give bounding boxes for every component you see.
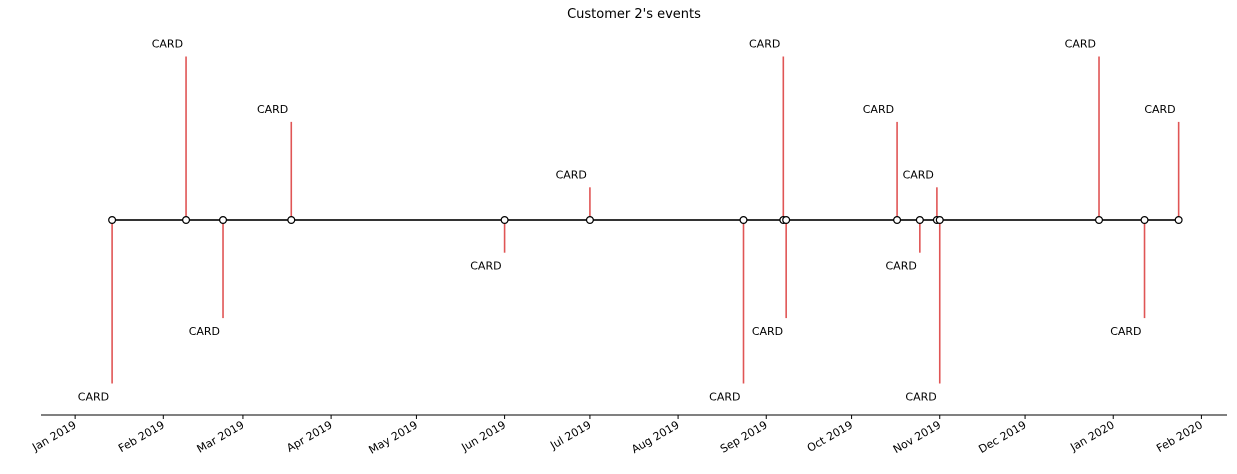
event-marker	[1095, 216, 1104, 225]
x-tick-label: Mar 2019	[195, 418, 247, 455]
x-tick-label: Aug 2019	[629, 418, 681, 456]
x-axis-ticks: Jan 2019 Feb 2019 Mar 2019 Apr 2019 May 2019…	[29, 415, 1205, 457]
event-stems	[111, 56, 1180, 384]
event-marker	[500, 216, 509, 225]
event-label: CARD	[749, 38, 780, 51]
event-labels: CARD CARD CARD CARD CARD CARD CARD CARD CARD CARD…	[78, 38, 1176, 404]
event-marker	[108, 216, 117, 225]
event-label: CARD	[556, 168, 587, 181]
event-label: CARD	[905, 391, 936, 404]
event-label: CARD	[863, 103, 894, 116]
event-label: CARD	[78, 391, 109, 404]
x-tick-label: Feb 2020	[1154, 418, 1205, 455]
x-tick-label: Nov 2019	[891, 418, 943, 456]
event-label: CARD	[470, 260, 501, 273]
event-label: CARD	[903, 168, 934, 181]
x-tick-label: May 2019	[366, 418, 419, 456]
event-label: CARD	[752, 325, 783, 338]
x-tick-label: Apr 2019	[284, 418, 334, 455]
x-tick-label: Jan 2019	[29, 418, 78, 454]
event-marker	[915, 216, 924, 225]
event-marker	[893, 216, 902, 225]
x-tick-label: Jan 2020	[1067, 418, 1116, 454]
chart-title: Customer 2's events	[567, 7, 701, 22]
x-tick-label: Jun 2019	[459, 418, 509, 454]
x-tick-label: Dec 2019	[976, 418, 1028, 456]
event-markers	[108, 216, 1183, 225]
x-tick-label: Oct 2019	[805, 418, 855, 455]
x-tick-label: Jul 2019	[547, 418, 593, 452]
event-label: CARD	[189, 325, 220, 338]
event-marker	[782, 216, 791, 225]
x-tick-label: Sep 2019	[718, 418, 770, 455]
event-marker	[182, 216, 191, 225]
event-marker	[1140, 216, 1149, 225]
event-marker	[585, 216, 594, 225]
event-label: CARD	[709, 391, 740, 404]
x-tick-label: Feb 2019	[116, 418, 167, 455]
event-marker	[287, 216, 296, 225]
event-label: CARD	[1065, 38, 1096, 51]
event-marker	[1174, 216, 1183, 225]
event-label: CARD	[152, 38, 183, 51]
event-label: CARD	[257, 103, 288, 116]
event-label: CARD	[1144, 103, 1175, 116]
event-marker	[739, 216, 748, 225]
event-label: CARD	[1110, 325, 1141, 338]
event-marker	[935, 216, 944, 225]
event-marker	[219, 216, 228, 225]
event-label: CARD	[886, 260, 917, 273]
